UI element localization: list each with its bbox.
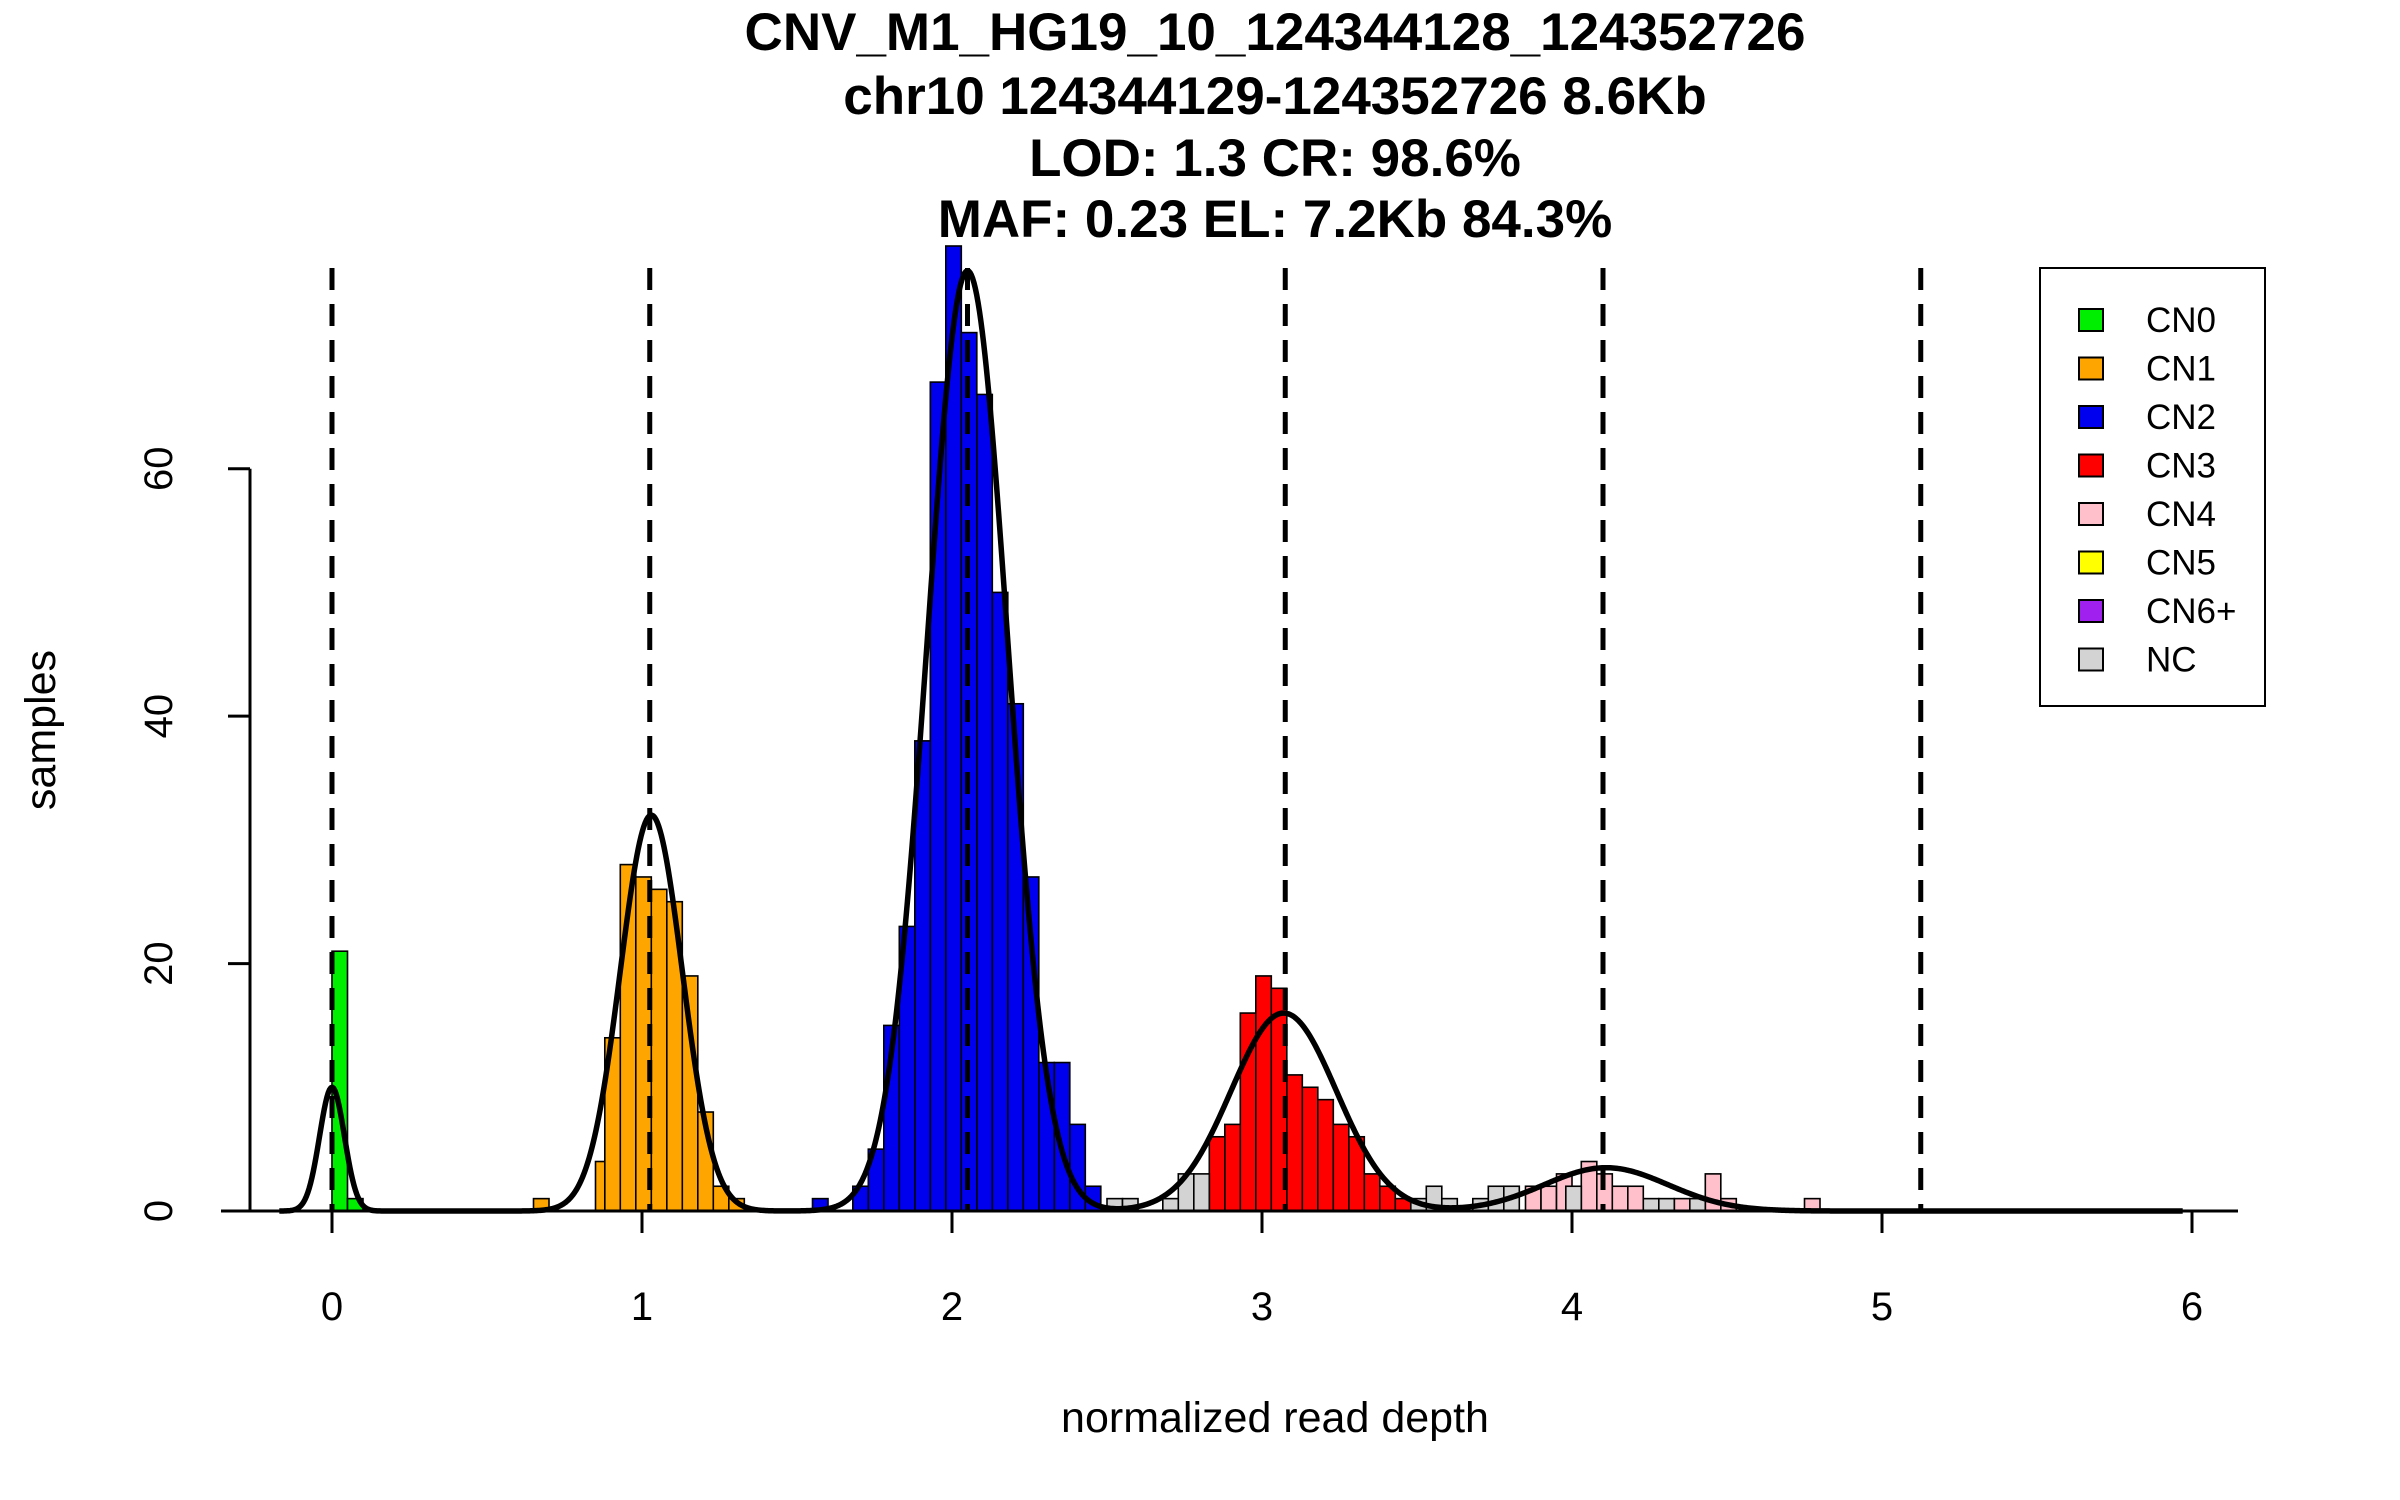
legend-swatch-nc [2078,647,2104,672]
x-tick-label-6: 6 [2181,1285,2203,1329]
bar-cn4-1 [1540,1185,1558,1212]
bar-cn1-5 [650,888,668,1212]
bar-nc-4 [1193,1173,1211,1212]
x-tick-label-2: 2 [941,1285,963,1329]
chart-title-line-3: LOD: 1.3 CR: 98.6% [1029,129,1521,188]
x-axis-label: normalized read depth [1061,1394,1489,1442]
threshold-lines [329,268,1924,1211]
y-tick-label-40: 40 [137,694,181,739]
y-tick-label-0: 0 [137,1200,181,1222]
chart-title: CNV_M1_HG19_10_124344128_124352726 chr10… [745,3,1806,249]
histogram-bars [331,245,1821,1212]
bar-cn3-8 [1301,1086,1319,1212]
density-curve [277,268,2185,1214]
y-tick-label-20: 20 [137,941,181,986]
legend: CN0 CN1 CN2 CN3 CN4 CN5 CN6+ NC [2039,267,2266,707]
bar-nc-2 [1162,1197,1180,1212]
bar-cn3-7 [1286,1074,1304,1212]
bar-cn3-3 [1224,1123,1242,1212]
x-tick-label-1: 1 [631,1285,653,1329]
bar-cn2-10 [991,591,1009,1212]
legend-swatch-cn2 [2078,405,2104,429]
x-tick-label-5: 5 [1871,1285,1893,1329]
legend-label-nc: NC [2146,641,2197,680]
chart-title-line-1: CNV_M1_HG19_10_124344128_124352726 [745,3,1806,62]
legend-swatch-cn3 [2078,453,2104,478]
legend-swatch-cn6plus [2078,599,2104,623]
y-tick-label-60: 60 [137,446,181,491]
bar-nc-12 [1642,1197,1660,1212]
legend-label-cn4: CN4 [2146,495,2216,534]
legend-swatch-cn4 [2078,502,2104,526]
bar-nc-11 [1565,1185,1583,1212]
y-axis-label: samples [17,650,65,810]
x-tick-label-3: 3 [1251,1285,1273,1329]
bar-cn3-10 [1332,1123,1350,1212]
legend-label-cn6plus: CN6+ [2146,592,2236,631]
legend-swatch-cn0 [2078,308,2104,332]
fitted-density-curves [277,268,2185,1214]
legend-box [2039,267,2266,707]
bar-cn3-5 [1255,975,1273,1212]
legend-label-cn2: CN2 [2146,398,2216,437]
chart-title-line-2: chr10 124344129-124352726 8.6Kb [843,67,1706,126]
legend-label-cn0: CN0 [2146,301,2216,340]
legend-label-cn1: CN1 [2146,350,2216,389]
bar-cn4-6 [1627,1185,1645,1212]
bar-cn3-2 [1208,1135,1226,1212]
legend-label-cn5: CN5 [2146,544,2216,583]
bar-cn2-9 [975,393,994,1212]
x-tick-label-4: 4 [1561,1285,1583,1329]
legend-swatch-cn5 [2078,550,2104,575]
bar-cn3-12 [1363,1173,1381,1212]
x-tick-label-0: 0 [321,1285,343,1329]
bar-cn4-5 [1611,1185,1629,1212]
chart-title-line-4: MAF: 0.23 EL: 7.2Kb 84.3% [938,190,1612,249]
bar-cn4-7 [1673,1197,1691,1212]
bar-nc-13 [1658,1197,1676,1212]
legend-entries: CN0 CN1 CN2 CN3 CN4 CN5 CN6+ NC [2078,301,2236,680]
legend-label-cn3: CN3 [2146,447,2216,486]
legend-swatch-cn1 [2078,356,2104,381]
bar-cn3-9 [1317,1098,1335,1212]
